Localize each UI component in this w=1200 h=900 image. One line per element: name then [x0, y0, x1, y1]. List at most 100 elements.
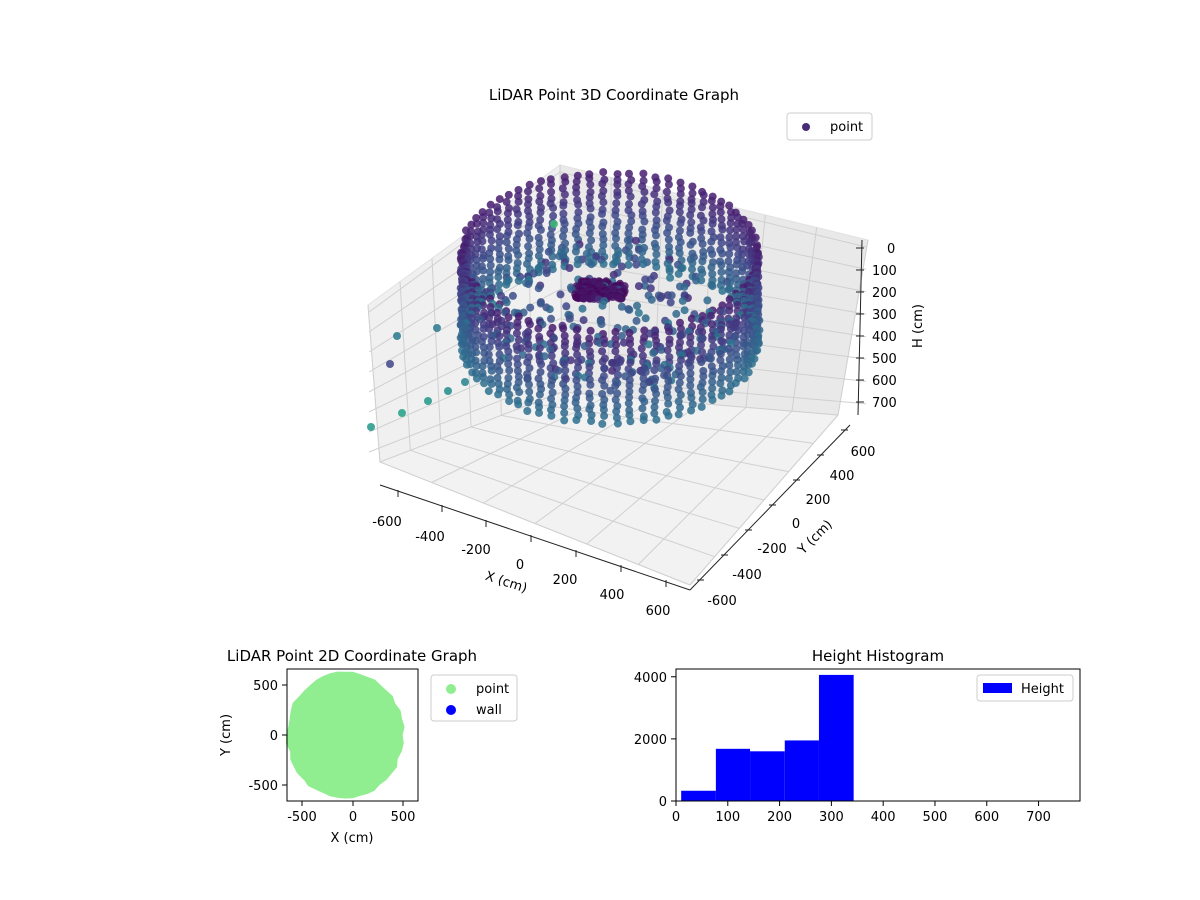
point-3d — [652, 177, 661, 186]
point-3d — [472, 361, 481, 370]
point-3d — [535, 390, 544, 399]
point-3d — [586, 326, 595, 335]
point-3d — [612, 413, 621, 422]
point-3d — [692, 276, 701, 285]
point-3d — [697, 335, 706, 343]
point-3d — [724, 257, 733, 266]
x-axis-label-2d: X (cm) — [331, 831, 374, 846]
point-3d — [479, 324, 488, 333]
point-3d — [586, 180, 595, 189]
point-3d — [560, 331, 569, 340]
point-3d — [662, 187, 671, 196]
point-3d — [547, 411, 556, 420]
point-3d — [524, 398, 533, 407]
legend-2d-marker — [446, 705, 456, 715]
point-3d — [626, 358, 635, 367]
point-3d — [703, 296, 712, 305]
legend-histogram: Height — [976, 674, 1074, 702]
point-3d — [487, 214, 496, 223]
point-3d — [535, 197, 544, 206]
point-3d — [739, 342, 748, 351]
point-3d — [571, 398, 580, 407]
point-3d — [687, 218, 696, 227]
point-3d — [513, 221, 522, 230]
point-3d — [688, 182, 697, 191]
point-3d — [599, 259, 608, 268]
point-3d — [536, 299, 545, 308]
point-3d — [535, 408, 543, 417]
point-3d — [627, 217, 636, 226]
x-tick-label: 600 — [646, 604, 671, 619]
point-3d — [678, 296, 687, 305]
point-3d — [657, 345, 666, 354]
point-3d — [707, 263, 716, 272]
point-3d — [485, 230, 494, 239]
point-3d — [514, 400, 523, 409]
histogram-bar — [784, 740, 819, 801]
point-3d — [472, 255, 481, 264]
point-3d — [627, 211, 636, 220]
histogram-bar — [715, 748, 751, 801]
point-3d — [504, 359, 513, 368]
point-3d — [663, 365, 672, 374]
point-3d — [686, 333, 695, 342]
point-3d — [652, 415, 661, 424]
point-3d — [515, 388, 524, 397]
point-3d — [560, 416, 569, 425]
point-3d — [479, 343, 488, 352]
point-3d — [663, 346, 672, 355]
legend-3d-marker — [802, 123, 810, 131]
point-3d — [598, 209, 606, 218]
point-3d — [599, 168, 608, 177]
point-3d — [587, 236, 596, 245]
point-3d — [611, 327, 620, 336]
point-3d — [663, 228, 672, 237]
point-3d — [472, 374, 481, 383]
point-3d — [524, 344, 533, 353]
point-3d — [525, 364, 534, 373]
point-3d — [663, 393, 672, 402]
legend-2d-marker — [446, 684, 456, 694]
point-3d — [559, 324, 568, 333]
point-3d — [512, 240, 521, 249]
point-3d — [717, 268, 726, 277]
point-3d — [676, 219, 685, 228]
point-3d — [574, 200, 583, 209]
z-tick-label: 400 — [872, 330, 897, 345]
point-3d — [514, 251, 523, 260]
point-3d — [611, 211, 620, 220]
point-3d — [724, 285, 733, 294]
point-3d — [518, 350, 527, 359]
y-ticks-3d: -600 -400 -200 0 200 400 600 — [697, 429, 875, 609]
z-tick-label: 700 — [872, 396, 897, 411]
point-3d — [503, 231, 511, 240]
x-tick-label: -600 — [372, 515, 402, 530]
point-3d — [494, 390, 503, 399]
point-3d — [598, 301, 607, 310]
chart-title-2d: LiDAR Point 2D Coordinate Graph — [227, 647, 477, 665]
point-3d-outlier — [433, 324, 441, 332]
point-3d — [624, 260, 633, 269]
z-ticks-3d: 0 100 200 300 400 500 600 700 — [856, 242, 897, 411]
x-tick-label: 0 — [349, 810, 357, 825]
point-3d — [650, 409, 659, 418]
point-3d — [680, 306, 689, 315]
point-3d — [479, 372, 487, 381]
point-3d — [632, 260, 641, 269]
point-3d-outlier — [367, 423, 375, 431]
point-3d — [686, 362, 695, 371]
point-3d — [514, 197, 523, 206]
x-tick-label: 100 — [715, 810, 740, 825]
histogram-bar — [818, 674, 854, 801]
point-3d — [486, 200, 495, 209]
point-3d — [686, 240, 695, 249]
point-3d — [625, 411, 634, 420]
legend-3d-label: point — [830, 120, 863, 135]
point-3d — [676, 178, 685, 187]
point-3d — [471, 319, 480, 328]
point-3d — [664, 174, 673, 183]
point-3d — [686, 381, 695, 390]
point-3d — [707, 320, 716, 329]
point-3d — [579, 294, 588, 303]
point-3d — [676, 318, 684, 327]
